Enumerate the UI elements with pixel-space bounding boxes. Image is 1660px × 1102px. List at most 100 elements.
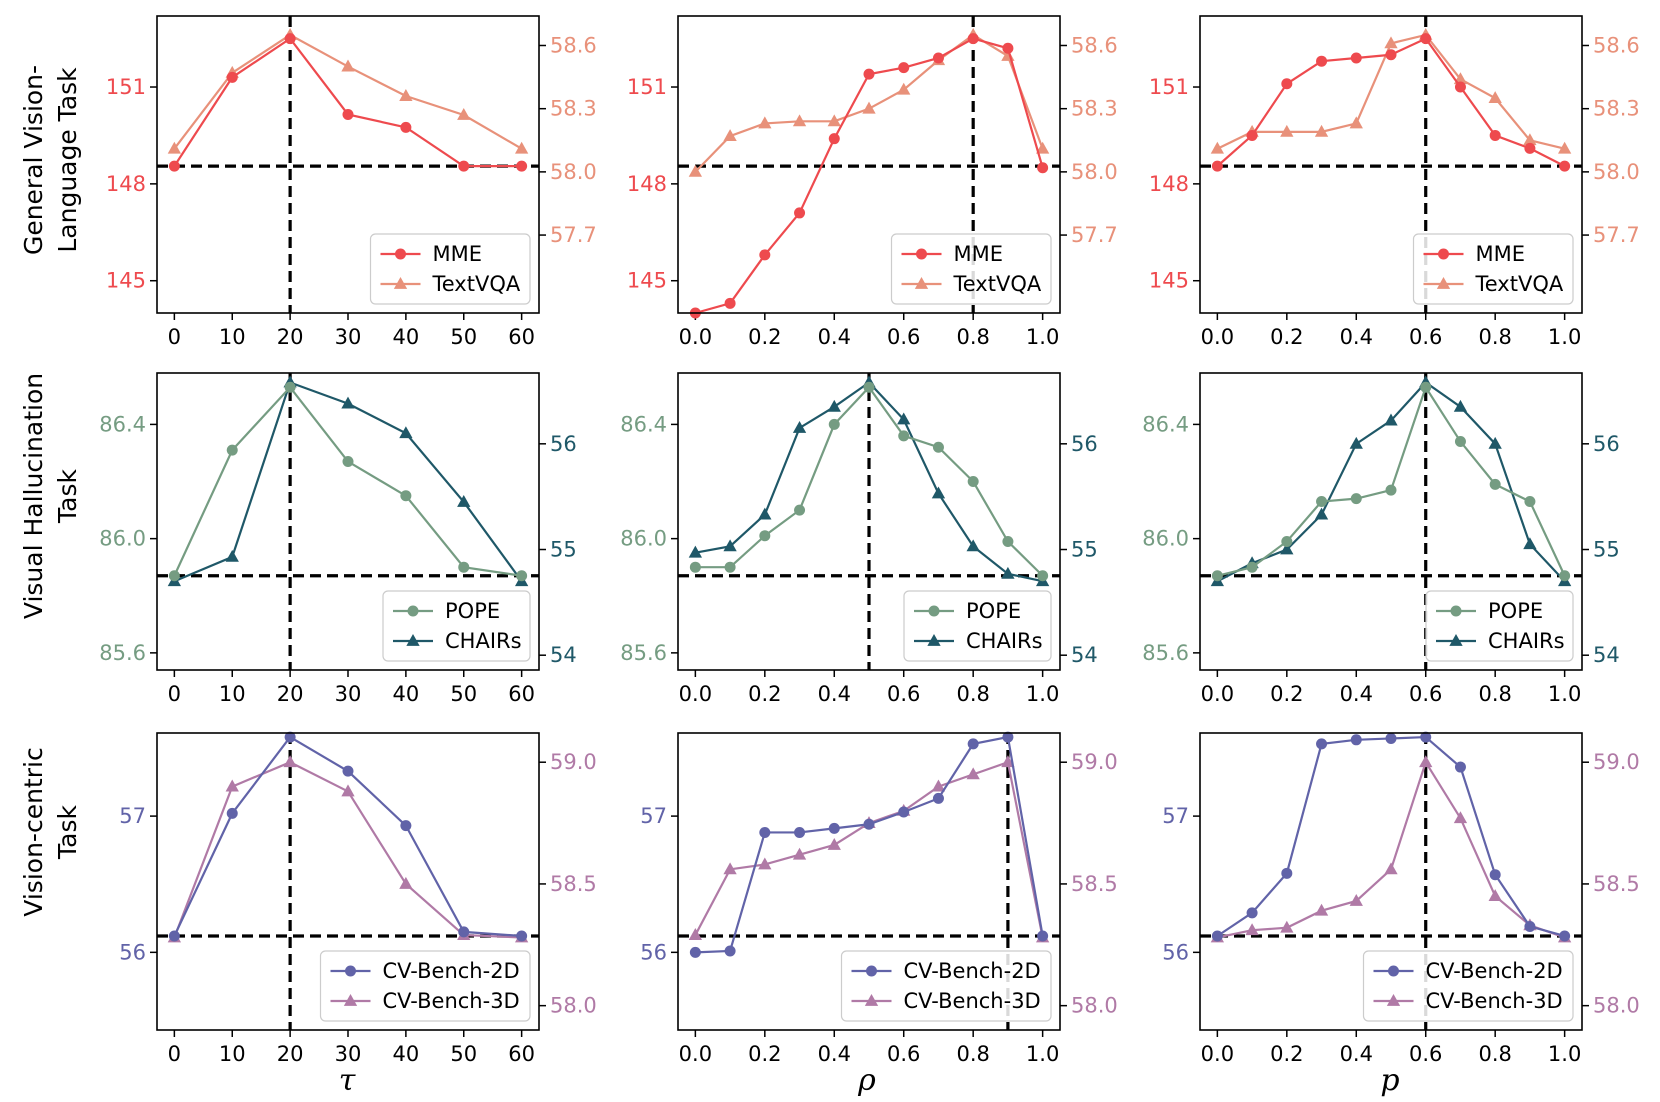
- x-tick-label: 1.0: [1548, 325, 1581, 349]
- legend-label: TextVQA: [953, 272, 1042, 296]
- legend-marker: [1388, 965, 1399, 977]
- data-point: [689, 561, 701, 573]
- left-y-tick-label: 56: [1162, 940, 1189, 964]
- x-tick-label: 0.6: [1409, 325, 1442, 349]
- legend-box: [319, 950, 531, 1022]
- x-tick-label: 1.0: [1026, 325, 1059, 349]
- row-label-2-line-1: Vision-centric: [19, 747, 48, 916]
- x-tick-label: 0.0: [679, 1042, 712, 1066]
- panel-r1-c0: 0 10 20 30 40 50 60 85.6 86.0 86.4 54 55 56 POPE CHAIR…: [99, 372, 577, 706]
- data-point: [1524, 496, 1536, 508]
- legend-marker: [395, 248, 406, 260]
- x-tick-label: 1.0: [1026, 1042, 1059, 1066]
- series-pope: [689, 381, 1049, 582]
- left-y-tick-label: 85.6: [620, 641, 667, 665]
- right-y-tick-label: 55: [1071, 538, 1098, 562]
- left-y-tick-label: 86.4: [99, 412, 146, 436]
- data-point: [1489, 478, 1501, 490]
- data-point: [1524, 142, 1536, 154]
- data-point: [342, 456, 354, 468]
- data-point: [792, 420, 807, 433]
- legend-entry-mme: MME: [1423, 242, 1525, 266]
- data-point: [284, 33, 296, 45]
- data-point: [862, 101, 876, 114]
- legend-marker: [927, 634, 941, 646]
- axes-frame: [677, 372, 1061, 671]
- data-point: [966, 767, 980, 780]
- legend-label: CV-Bench-2D: [383, 959, 520, 983]
- series-mme: [1211, 33, 1571, 172]
- data-point: [967, 476, 979, 488]
- data-point: [1002, 535, 1014, 547]
- data-point: [1350, 493, 1362, 505]
- data-point: [827, 114, 841, 127]
- data-point: [1035, 141, 1050, 154]
- legend-marker: [1386, 994, 1401, 1006]
- series-line: [173, 381, 523, 583]
- data-point: [516, 570, 528, 582]
- panel-r0-c2: 0.0 0.2 0.4 0.6 0.8 1.0 145 148 151 57.7 58.0 58.3 5…: [1149, 15, 1640, 349]
- data-point: [723, 862, 737, 875]
- data-point: [1246, 129, 1258, 141]
- legend-box: [903, 590, 1052, 662]
- x-tick-label: 40: [393, 682, 420, 706]
- axes-frame: [156, 15, 540, 314]
- data-point: [1281, 78, 1293, 90]
- panel-r2-c0: 0 10 20 30 40 50 60 56 57 58.0 58.5 59.0 CV-Bench-2D…: [119, 731, 597, 1066]
- legend-label: TextVQA: [1475, 272, 1564, 296]
- legend-entry-pope: POPE: [914, 599, 1021, 623]
- data-point: [1488, 91, 1502, 104]
- data-point: [1489, 869, 1501, 881]
- data-point: [399, 426, 413, 439]
- legend-entry-chairs: CHAIRs: [1436, 629, 1565, 653]
- data-point: [225, 549, 239, 562]
- series-cv-bench-3d: [1210, 755, 1572, 943]
- x-tick-label: 30: [335, 1042, 362, 1066]
- data-point: [1245, 923, 1259, 936]
- data-point: [688, 545, 703, 558]
- series-chairs: [1210, 375, 1572, 587]
- panel-r0-c1: 0.0 0.2 0.4 0.6 0.8 1.0 145 148 151 57.7 58.0 58.3 5…: [627, 15, 1118, 349]
- legend-box: [1412, 233, 1574, 305]
- data-point: [723, 539, 737, 552]
- data-point: [794, 207, 806, 219]
- data-point: [1385, 49, 1397, 61]
- data-point: [399, 89, 413, 101]
- legend: POPE CHAIRs: [903, 590, 1052, 662]
- axes-frame: [156, 732, 540, 1031]
- x-tick-label: 20: [277, 1042, 304, 1066]
- data-point: [1349, 436, 1363, 449]
- data-point: [1246, 561, 1258, 573]
- left-y-tick-label: 85.6: [99, 641, 146, 665]
- data-point: [967, 33, 979, 45]
- right-y-tick-label: 58.3: [550, 97, 597, 121]
- data-point: [1420, 381, 1432, 393]
- right-y-tick-label: 54: [550, 643, 577, 667]
- right-y-tick-label: 56: [1071, 432, 1098, 456]
- right-y-tick-label: 58.5: [1071, 872, 1118, 896]
- data-point: [516, 160, 528, 172]
- x-labels: τ ρ p: [339, 1063, 1400, 1098]
- right-y-tick-label: 58.0: [1593, 160, 1640, 184]
- right-y-tick-label: 58.0: [1071, 994, 1118, 1018]
- data-point: [1420, 731, 1432, 743]
- axes-frame: [677, 15, 1061, 314]
- data-point: [1350, 734, 1362, 746]
- x-tick-label: 60: [508, 1042, 535, 1066]
- data-point: [1488, 889, 1502, 902]
- x-tick-label: 0: [168, 1042, 181, 1066]
- data-point: [794, 504, 806, 516]
- right-y-tick-label: 58.0: [550, 994, 597, 1018]
- left-y-tick-label: 85.6: [1142, 641, 1189, 665]
- data-point: [967, 738, 979, 750]
- data-point: [1557, 141, 1572, 154]
- row-label-1-line-1: Visual Hallucination: [19, 373, 48, 619]
- panels: 0 10 20 30 40 50 60 145 148 151 57.7 58.0 58.3 58.6 MM…: [99, 15, 1640, 1066]
- x-tick-label: 0.0: [679, 682, 712, 706]
- legend-label: CHAIRs: [445, 629, 522, 653]
- legend-box: [840, 950, 1052, 1022]
- x-tick-label: 0.2: [748, 682, 781, 706]
- left-y-tick-label: 86.0: [99, 527, 146, 551]
- legend-box: [369, 233, 531, 305]
- x-tick-label: 30: [335, 325, 362, 349]
